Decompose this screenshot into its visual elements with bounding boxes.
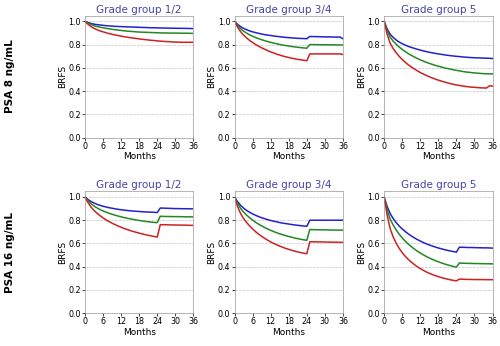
X-axis label: Months: Months xyxy=(122,328,156,337)
Title: Grade group 1/2: Grade group 1/2 xyxy=(96,180,182,190)
Text: PSA 8 ng/mL: PSA 8 ng/mL xyxy=(5,40,15,113)
Y-axis label: BRFS: BRFS xyxy=(208,240,216,264)
Title: Grade group 5: Grade group 5 xyxy=(400,180,476,190)
X-axis label: Months: Months xyxy=(272,328,305,337)
X-axis label: Months: Months xyxy=(272,152,305,161)
X-axis label: Months: Months xyxy=(122,152,156,161)
Y-axis label: BRFS: BRFS xyxy=(58,65,67,88)
X-axis label: Months: Months xyxy=(422,328,455,337)
X-axis label: Months: Months xyxy=(422,152,455,161)
Y-axis label: BRFS: BRFS xyxy=(208,65,216,88)
Title: Grade group 5: Grade group 5 xyxy=(400,5,476,15)
Y-axis label: BRFS: BRFS xyxy=(58,240,67,264)
Title: Grade group 1/2: Grade group 1/2 xyxy=(96,5,182,15)
Text: PSA 16 ng/mL: PSA 16 ng/mL xyxy=(5,212,15,293)
Y-axis label: BRFS: BRFS xyxy=(357,65,366,88)
Y-axis label: BRFS: BRFS xyxy=(357,240,366,264)
Title: Grade group 3/4: Grade group 3/4 xyxy=(246,5,332,15)
Title: Grade group 3/4: Grade group 3/4 xyxy=(246,180,332,190)
